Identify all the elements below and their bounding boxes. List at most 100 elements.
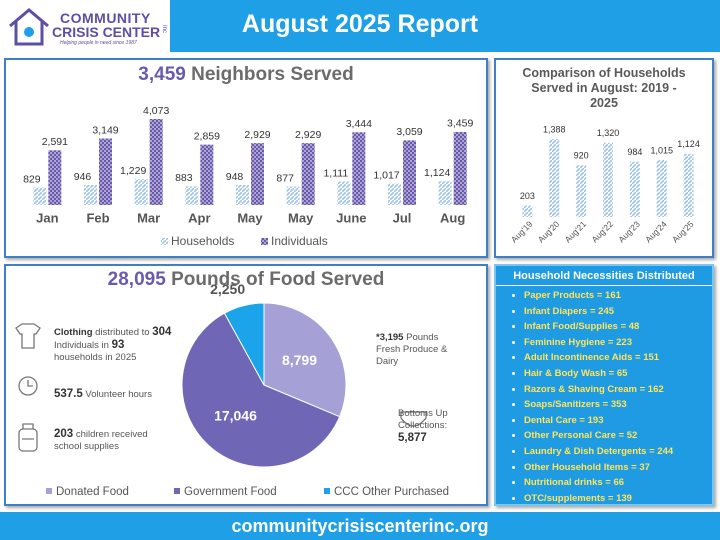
pie-slice: [263, 302, 347, 418]
necessity-item: Infant Food/Supplies = 48: [524, 319, 673, 335]
pie-slice: [223, 302, 265, 386]
stat-text: Pounds Fresh Produce & Dairy: [376, 332, 448, 367]
x-tick-label: Jul: [393, 210, 412, 225]
legend-swatch: [324, 488, 330, 494]
data-label: 3,149: [92, 124, 118, 136]
data-label: 1,124: [424, 167, 450, 179]
data-label: 8,799: [282, 352, 317, 368]
data-label: 984: [627, 147, 642, 157]
data-label: 2,250: [210, 281, 245, 297]
legend-label: Government Food: [184, 486, 277, 498]
x-tick-label: Aug'24: [643, 219, 669, 245]
stat-number: 304: [152, 326, 172, 338]
stat-text: Bottoms Up Collections:: [398, 408, 448, 431]
legend-label: CCC Other Purchased: [334, 486, 449, 498]
necessity-item: OTC/supplements = 139: [524, 491, 673, 507]
bar: [438, 181, 452, 205]
chart-title: Comparison of Households Served in Augus…: [522, 66, 686, 110]
stat-number: 203: [54, 428, 74, 440]
bar: [603, 142, 613, 217]
data-label: 2,859: [194, 130, 220, 142]
data-label: 3,444: [346, 118, 372, 130]
x-tick-label: Apr: [188, 210, 210, 225]
stat-number: 5,877: [398, 432, 427, 444]
title-text: Neighbors Served: [191, 64, 354, 85]
necessity-item: Laundry & Dish Detergents = 244: [524, 444, 673, 460]
necessity-item: Razors & Shaving Cream = 162: [524, 382, 673, 398]
legend-label: Individuals: [271, 234, 328, 248]
stat-text: Individuals in: [54, 340, 109, 351]
necessity-item: Soaps/Sanitizers = 353: [524, 397, 673, 413]
necessities-panel: Household Necessities Distributed Paper …: [494, 264, 714, 506]
necessity-item: Nutritional drinks = 66: [524, 475, 673, 491]
bar: [48, 150, 62, 205]
necessity-item: Infant Diapers = 245: [524, 304, 673, 320]
data-label: 4,073: [143, 105, 169, 117]
stat-text: distributed to: [95, 327, 150, 338]
data-label: 920: [574, 151, 589, 161]
bar: [251, 143, 264, 205]
legend-label: Households: [171, 234, 234, 248]
bar: [84, 185, 97, 205]
legend-swatch: [161, 238, 168, 245]
footer: communitycrisiscenterinc.org: [0, 512, 720, 540]
necessity-item: Feminine Hygiene = 223: [524, 335, 673, 351]
bottoms-stat: Bottoms Up Collections: 5,877: [398, 408, 480, 445]
food-panel: 28,095 Pounds of Food Served 8,799 17,046…: [4, 264, 488, 506]
legend-swatch: [46, 488, 52, 494]
title-text: Pounds of Food Served: [171, 269, 385, 290]
bar: [683, 153, 694, 217]
data-label: 1,015: [650, 145, 673, 155]
stat-text: households in 2025: [54, 352, 137, 363]
volunteer-stat: 537.5 Volunteer hours: [54, 388, 174, 401]
bar: [352, 132, 366, 205]
chart: 8,799 17,046 2,250 Donated Food Government F…: [15, 281, 449, 498]
legend-label: Donated Food: [56, 486, 129, 498]
stat-number: *3,195: [376, 332, 404, 343]
bar: [200, 144, 214, 205]
x-tick-label: June: [336, 210, 366, 225]
x-tick-label: May: [288, 210, 314, 225]
data-label: 203: [520, 191, 535, 201]
data-label: 946: [74, 171, 92, 183]
necessity-item: Dental Care = 193: [524, 413, 673, 429]
chart-title: 3,459 Neighbors Served: [6, 64, 486, 86]
bar: [286, 186, 300, 205]
necessity-item: Other Household Items = 37: [524, 460, 673, 476]
data-label: 3,459: [447, 118, 473, 130]
necessity-item: Adult Incontinence Aids = 151: [524, 350, 673, 366]
pie-slice: [181, 312, 341, 468]
legend-swatch: [174, 488, 180, 494]
chart: Jan 829 2,591 Feb 946 3,149 Mar 1,229 4,073 Apr 88…: [23, 105, 473, 248]
x-tick-label: Aug'22: [589, 219, 615, 245]
bar: [33, 187, 47, 205]
x-tick-label: Aug'23: [616, 219, 642, 245]
necessities-list: Paper Products = 161Infant Diapers = 245…: [502, 288, 673, 506]
bar: [236, 184, 249, 205]
x-tick-label: Aug'20: [536, 219, 562, 245]
comparison-panel: Comparison of Households Served in Augus…: [494, 58, 714, 258]
data-label: 2,591: [42, 136, 68, 148]
logo-icon: [9, 8, 49, 46]
bar: [403, 140, 416, 205]
bar: [301, 143, 315, 205]
stat-label: Clothing: [54, 327, 93, 338]
bar: [576, 165, 587, 217]
bar: [522, 205, 533, 217]
children-stat: 203 children received school supplies: [54, 428, 164, 453]
chart-title: 28,095 Pounds of Food Served: [6, 269, 486, 291]
x-tick-label: Aug'25: [670, 219, 696, 245]
x-tick-label: Aug'19: [509, 219, 535, 245]
x-tick-label: Feb: [86, 210, 109, 225]
bar: [549, 139, 560, 217]
stat-text: children received school supplies: [54, 429, 148, 452]
bar: [629, 161, 640, 217]
data-label: 1,388: [543, 124, 566, 134]
neighbors-panel: 3,459 Neighbors Served Jan 829 2,591 Feb 946…: [4, 58, 488, 258]
data-label: 1,111: [323, 167, 348, 179]
data-label: 2,929: [295, 129, 321, 141]
logo-line1: COMMUNITY: [60, 10, 151, 26]
logo-line2: CRISIS CENTER: [52, 24, 161, 40]
bar: [185, 186, 199, 205]
